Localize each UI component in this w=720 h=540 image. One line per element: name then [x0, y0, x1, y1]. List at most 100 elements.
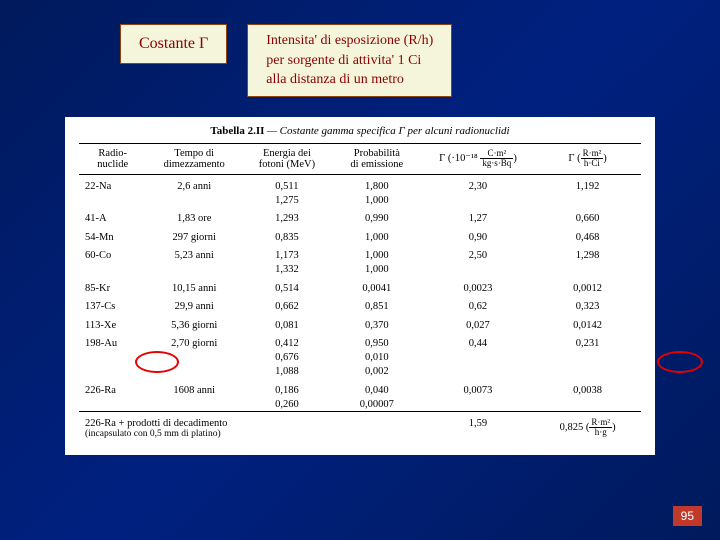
- table-cell: 0,44: [422, 332, 534, 351]
- page-number: 95: [673, 506, 702, 526]
- footer-gamma-conv: 0,825 (R·m²h·g): [534, 412, 641, 441]
- table-container: Tabella 2.II — Costante gamma specifica …: [65, 117, 655, 455]
- col-gamma-conv: Γ (R·m²h·Ci): [534, 143, 641, 174]
- table-cell: 0,62: [422, 295, 534, 314]
- table-cell: 1,83 ore: [146, 207, 242, 226]
- table-cell: [422, 193, 534, 207]
- table-row: 1,2751,000: [79, 193, 641, 207]
- table-cell: [422, 365, 534, 379]
- c6-den: h·Ci: [581, 159, 604, 168]
- table-cell: 137-Cs: [79, 295, 146, 314]
- table-cell: 1,173: [242, 244, 332, 263]
- table-cell: 0,0142: [534, 314, 641, 333]
- table-cell: 0,040: [332, 379, 422, 398]
- gamma-constant-table: Radio- nuclide Tempo di dimezzamento Ene…: [79, 143, 641, 441]
- col-halflife: Tempo di dimezzamento: [146, 143, 242, 174]
- table-cell: 0,00007: [332, 397, 422, 412]
- table-cell: 0,990: [332, 207, 422, 226]
- table-cell: [422, 397, 534, 412]
- table-cell: [146, 263, 242, 277]
- col-probability: Probabilità di emissione: [332, 143, 422, 174]
- c6-pre: Γ (: [568, 153, 580, 164]
- caption-rest: — Costante gamma specifica Γ per alcuni …: [264, 125, 509, 137]
- table-cell: 2,6 anni: [146, 174, 242, 193]
- table-cell: [79, 193, 146, 207]
- table-cell: 2,30: [422, 174, 534, 193]
- title-left-text: Costante Γ: [139, 35, 208, 52]
- table-cell: 0,0041: [332, 277, 422, 296]
- col-energy: Energia dei fotoni (MeV): [242, 143, 332, 174]
- table-header-row: Radio- nuclide Tempo di dimezzamento Ene…: [79, 143, 641, 174]
- title-right-l1: Intensita' di esposizione (R/h): [266, 31, 433, 51]
- table-cell: 1,800: [332, 174, 422, 193]
- table-cell: [534, 193, 641, 207]
- table-cell: [79, 397, 146, 412]
- table-cell: [422, 351, 534, 365]
- table-cell: 1,000: [332, 193, 422, 207]
- col-gamma-si: Γ (·10⁻¹⁸ C·m²kg·s·Bq): [422, 143, 534, 174]
- table-cell: 29,9 anni: [146, 295, 242, 314]
- table-cell: [146, 397, 242, 412]
- table-cell: 0,231: [534, 332, 641, 351]
- table-row: 137-Cs29,9 anni0,6620,8510,620,323: [79, 295, 641, 314]
- table-cell: 0,323: [534, 295, 641, 314]
- table-cell: 198-Au: [79, 332, 146, 351]
- footer-c6-val: 0,825: [560, 422, 584, 433]
- table-cell: 0,514: [242, 277, 332, 296]
- table-cell: 0,90: [422, 226, 534, 245]
- c5-pre: Γ (·10⁻¹⁸: [439, 153, 480, 164]
- table-cell: 1,000: [332, 226, 422, 245]
- table-cell: 10,15 anni: [146, 277, 242, 296]
- table-cell: 0,0038: [534, 379, 641, 398]
- header-row: Costante Γ Intensita' di esposizione (R/…: [0, 0, 720, 107]
- table-row: 1,0880,002: [79, 365, 641, 379]
- table-cell: 0,660: [534, 207, 641, 226]
- table-row: 0,2600,00007: [79, 397, 641, 412]
- col-radionuclide: Radio- nuclide: [79, 143, 146, 174]
- table-cell: [534, 351, 641, 365]
- table-cell: 1,293: [242, 207, 332, 226]
- table-cell: [422, 263, 534, 277]
- table-row: 54-Mn297 giorni0,8351,0000,900,468: [79, 226, 641, 245]
- table-cell: 0,260: [242, 397, 332, 412]
- footer-desc: 226-Ra + prodotti di decadimento (incaps…: [79, 412, 422, 441]
- c6-frac: R·m²h·Ci: [581, 149, 604, 168]
- page-number-text: 95: [681, 509, 694, 523]
- table-cell: 0,676: [242, 351, 332, 365]
- table-cell: [146, 351, 242, 365]
- table-row: 60-Co5,23 anni1,1731,0002,501,298: [79, 244, 641, 263]
- table-cell: 0,081: [242, 314, 332, 333]
- table-cell: 0,0073: [422, 379, 534, 398]
- c5-den: kg·s·Bq: [480, 159, 513, 168]
- table-cell: 0,468: [534, 226, 641, 245]
- highlight-circle-right: [657, 351, 703, 373]
- table-cell: 0,0023: [422, 277, 534, 296]
- table-cell: 1,332: [242, 263, 332, 277]
- table-cell: 0,835: [242, 226, 332, 245]
- table-cell: 0,027: [422, 314, 534, 333]
- table-cell: 22-Na: [79, 174, 146, 193]
- table-cell: 5,36 giorni: [146, 314, 242, 333]
- table-row: 226-Ra1608 anni0,1860,0400,00730,0038: [79, 379, 641, 398]
- table-cell: 1,000: [332, 244, 422, 263]
- c5-post: ): [513, 153, 517, 164]
- table-cell: 0,002: [332, 365, 422, 379]
- table-row: 22-Na2,6 anni0,5111,8002,301,192: [79, 174, 641, 193]
- table-cell: 1,000: [332, 263, 422, 277]
- title-right-l2: per sorgente di attivita' 1 Ci: [266, 51, 433, 71]
- table-cell: 0,511: [242, 174, 332, 193]
- table-row: 85-Kr10,15 anni0,5140,00410,00230,0012: [79, 277, 641, 296]
- table-cell: [79, 365, 146, 379]
- table-cell: 1,298: [534, 244, 641, 263]
- table-row: 1,3321,000: [79, 263, 641, 277]
- title-box-left: Costante Γ: [120, 24, 227, 64]
- table-cell: 0,950: [332, 332, 422, 351]
- c6-post: ): [603, 153, 607, 164]
- footer-c6-frac: R·m²h·g: [589, 418, 612, 437]
- col4-label: Probabilità di emissione: [350, 148, 403, 170]
- footer-c6-den: h·g: [589, 428, 612, 437]
- table-cell: [79, 263, 146, 277]
- col2-label: Tempo di dimezzamento: [164, 148, 225, 170]
- footer-line1: 226-Ra + prodotti di decadimento: [85, 418, 420, 429]
- table-caption: Tabella 2.II — Costante gamma specifica …: [79, 125, 641, 137]
